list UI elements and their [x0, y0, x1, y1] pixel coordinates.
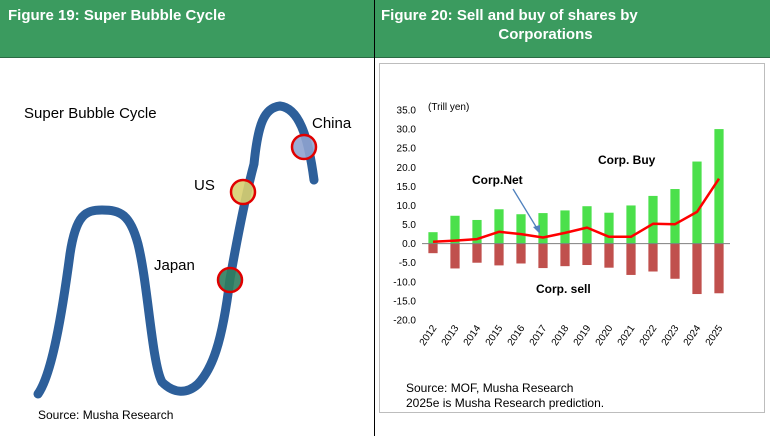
- corp-net-label: Corp.Net: [472, 173, 523, 187]
- super-bubble-svg: Super Bubble Cycle China US Japan: [24, 101, 352, 399]
- china-label: China: [312, 115, 352, 132]
- sell-bar: [714, 243, 724, 294]
- figure-20-header: Figure 20: Sell and buy of shares by Cor…: [375, 0, 770, 58]
- corp-buy-label: Corp. Buy: [598, 153, 656, 167]
- y-tick-label: 15.0: [397, 182, 417, 193]
- china-marker: [290, 133, 318, 161]
- x-tick-label: 2012: [418, 323, 440, 348]
- x-tick-label: 2013: [440, 323, 462, 348]
- sell-bar: [450, 243, 460, 269]
- buy-bar: [582, 206, 592, 244]
- x-tick-label: 2017: [528, 323, 550, 348]
- y-tick-label: -10.0: [393, 277, 416, 288]
- corp-net-arrowhead: [533, 225, 540, 234]
- sell-bar: [626, 243, 636, 275]
- sell-bar: [604, 243, 614, 268]
- bubble-chart-title: Super Bubble Cycle: [24, 105, 157, 122]
- x-tick-label: 2023: [660, 323, 682, 348]
- japan-marker: [216, 266, 244, 294]
- japan-label: Japan: [154, 257, 195, 274]
- figure-20-panel: Figure 20: Sell and buy of shares by Cor…: [375, 0, 770, 436]
- sell-bar: [516, 243, 526, 264]
- figure-19-source: Source: Musha Research: [38, 408, 174, 422]
- buy-bar: [604, 212, 614, 244]
- sell-bar: [428, 243, 438, 254]
- x-tick-label: 2020: [594, 323, 616, 348]
- buy-bar: [692, 161, 702, 244]
- bars-group: [428, 129, 724, 295]
- y-tick-label: 20.0: [397, 163, 417, 174]
- x-tick-label: 2025: [704, 323, 726, 348]
- us-label: US: [194, 177, 215, 194]
- y-tick-label: -5.0: [399, 258, 417, 269]
- figure-20-note: 2025e is Musha Research prediction.: [406, 396, 605, 410]
- super-bubble-chart: Super Bubble Cycle China US Japan: [2, 64, 372, 434]
- unit-label: (Trill yen): [428, 102, 469, 113]
- x-tick-label: 2021: [616, 323, 638, 348]
- y-tick-label: 35.0: [397, 106, 417, 117]
- japan-marker-fill: [216, 266, 244, 294]
- corp-shares-chart: (Trill yen) -20.0 -15.0 -10.0 -5.0 0.0 5.0 10.…: [379, 63, 765, 413]
- net-line-group: [432, 178, 721, 243]
- buy-bar: [428, 232, 438, 244]
- y-tick-label: -15.0: [393, 296, 416, 307]
- buy-bar: [538, 213, 548, 244]
- sell-bar: [472, 243, 482, 263]
- sell-bar: [648, 243, 658, 272]
- bubble-cycle-line: [33, 101, 319, 399]
- x-tick-label: 2018: [550, 323, 572, 348]
- figure-19-header: Figure 19: Super Bubble Cycle: [0, 0, 374, 58]
- buy-bar: [450, 215, 460, 244]
- sell-bar: [538, 243, 548, 269]
- y-tick-label: 10.0: [397, 201, 417, 212]
- figure-19-panel: Figure 19: Super Bubble Cycle Super Bubb…: [0, 0, 375, 436]
- x-tick-label: 2016: [506, 323, 528, 348]
- corp-shares-svg: (Trill yen) -20.0 -15.0 -10.0 -5.0 0.0 5.0 10.…: [393, 102, 730, 348]
- figure-19-title: Figure 19: Super Bubble Cycle: [8, 7, 226, 24]
- sell-bar: [670, 243, 680, 279]
- x-tick-label: 2014: [462, 323, 484, 348]
- y-tick-label: 5.0: [402, 220, 416, 231]
- figure-20-title-line2: Corporations: [498, 26, 593, 43]
- buy-bar: [648, 195, 658, 244]
- y-tick-label: -20.0: [393, 316, 416, 327]
- net-line: [432, 178, 721, 243]
- buy-bar: [670, 189, 680, 244]
- sell-bar: [560, 243, 570, 267]
- buy-bar: [626, 205, 636, 244]
- china-marker-fill: [290, 133, 318, 161]
- buy-bar: [516, 214, 526, 244]
- x-tick-label: 2022: [638, 323, 660, 348]
- x-tick-label: 2019: [572, 323, 594, 348]
- buy-bar: [560, 210, 570, 244]
- corp-net-arrow: [512, 188, 539, 231]
- sell-bar: [692, 243, 702, 295]
- y-tick-label: 25.0: [397, 144, 417, 155]
- y-tick-label: 30.0: [397, 125, 417, 136]
- figure-20-source: Source: MOF, Musha Research: [406, 381, 574, 395]
- x-tick-label: 2015: [484, 323, 506, 348]
- x-tick-label: 2024: [682, 323, 704, 348]
- sell-bar: [494, 243, 504, 266]
- corp-sell-label: Corp. sell: [536, 282, 591, 296]
- y-axis: -20.0 -15.0 -10.0 -5.0 0.0 5.0 10.0 15.0 20.0 25.…: [393, 106, 416, 327]
- y-tick-label: 0.0: [402, 239, 416, 250]
- figure-20-title-line1: Figure 20: Sell and buy of shares by: [381, 7, 638, 24]
- us-marker: [229, 178, 257, 206]
- buy-bar: [714, 129, 724, 244]
- buy-bar: [472, 219, 482, 244]
- us-marker-fill: [229, 178, 257, 206]
- buy-bar: [494, 209, 504, 244]
- sell-bar: [582, 243, 592, 266]
